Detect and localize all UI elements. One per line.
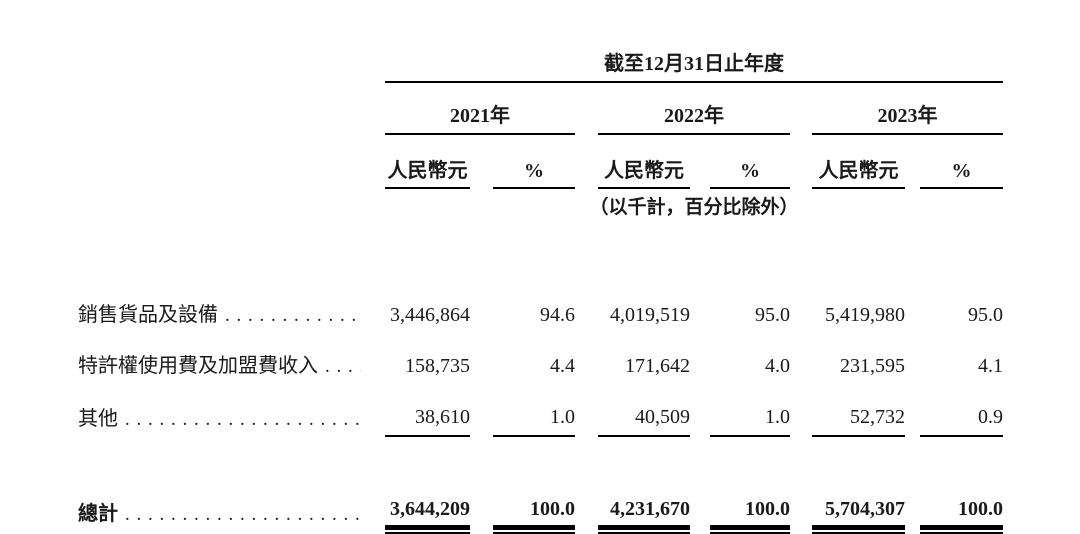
table-row-sales-of-goods: 銷售貨品及設備 3,446,864 94.6 4,019,519 95.0 5,… <box>78 282 1003 333</box>
column-gap <box>690 282 710 333</box>
period-header-row: 截至12月31日止年度 <box>78 40 1004 83</box>
column-gap <box>790 282 812 333</box>
column-gap <box>575 282 598 333</box>
column-gap <box>575 333 598 384</box>
value-2022-pct: 1.0 <box>710 384 790 437</box>
value-2021-pct: 1.0 <box>493 384 575 437</box>
value-2023-rmb: 231,595 <box>840 355 905 377</box>
row-label-cell: 其他 <box>78 384 385 437</box>
total-row: 總計 3,644,209 100.0 4,231,670 100.0 5,704… <box>78 479 1004 534</box>
total-2021-pct: 100.0 <box>493 479 575 534</box>
column-gap <box>690 135 710 189</box>
spacer-cell <box>78 83 385 135</box>
row-label: 特許權使用費及加盟費收入 <box>78 355 318 377</box>
document-page: 截至12月31日止年度 2021年 2022年 2023年 人民幣元 % 人民幣… <box>0 0 1080 488</box>
spacer-cell <box>78 437 1003 479</box>
dot-leader <box>225 305 361 325</box>
total-2023-pct: 100.0 <box>920 479 1004 534</box>
value-2023-pct: 4.1 <box>978 355 1004 377</box>
column-gap <box>790 83 812 135</box>
table-row-royalty-franchise-fees: 特許權使用費及加盟費收入 158,735 4.4 171,642 4.0 231… <box>78 333 1003 384</box>
spacer-cell <box>78 40 385 83</box>
value-2021-pct: 94.6 <box>540 304 575 326</box>
value-2023-rmb: 5,419,980 <box>825 304 905 326</box>
table-row-others: 其他 38,610 1.0 40,509 1.0 52,732 0.9 <box>78 384 1004 437</box>
total-2022-pct: 100.0 <box>710 479 790 534</box>
dot-leader <box>325 356 361 376</box>
revenue-breakdown-table: 截至12月31日止年度 2021年 2022年 2023年 人民幣元 % 人民幣… <box>78 40 1004 534</box>
year-header-2021: 2021年 <box>385 83 575 135</box>
column-gap <box>905 384 920 437</box>
total-label: 總計 <box>78 503 118 525</box>
value-2022-pct: 95.0 <box>755 304 790 326</box>
column-gap <box>470 479 493 530</box>
col-header-percent-2022: % <box>710 135 790 189</box>
value-2021-rmb: 158,735 <box>405 355 470 377</box>
unit-note: （以千計，百分比除外） <box>589 197 799 218</box>
row-label: 銷售貨品及設備 <box>78 304 218 326</box>
column-gap <box>575 135 598 189</box>
spacer-cell <box>78 238 1003 282</box>
spacer-row <box>78 437 1003 479</box>
dot-leader <box>125 504 361 524</box>
spacer-row <box>78 238 1003 282</box>
column-gap <box>905 479 920 530</box>
year-header-2022: 2022年 <box>598 83 790 135</box>
year-header-row: 2021年 2022年 2023年 <box>78 83 1004 135</box>
value-2021-rmb: 3,446,864 <box>390 304 470 326</box>
value-2022-rmb: 171,642 <box>625 355 690 377</box>
spacer-cell <box>78 135 385 189</box>
unit-note-cell: （以千計，百分比除外） <box>590 189 799 238</box>
total-2021-rmb: 3,644,209 <box>385 479 470 534</box>
unit-note-row: （以千計，百分比除外） <box>78 189 1003 238</box>
col-header-percent-2023: % <box>920 135 1004 189</box>
year-header-2023: 2023年 <box>812 83 1004 135</box>
value-2022-pct: 4.0 <box>765 355 790 377</box>
column-gap <box>790 384 812 437</box>
col-header-currency-2022: 人民幣元 <box>598 135 690 189</box>
value-2022-rmb: 4,019,519 <box>610 304 690 326</box>
column-gap <box>790 333 812 384</box>
total-2022-rmb: 4,231,670 <box>598 479 690 534</box>
col-header-percent-2021: % <box>493 135 575 189</box>
value-2021-pct: 4.4 <box>550 355 575 377</box>
column-gap <box>575 479 598 530</box>
column-gap <box>470 384 493 437</box>
column-gap <box>690 479 710 530</box>
total-2023-rmb: 5,704,307 <box>812 479 905 534</box>
column-gap <box>575 384 598 437</box>
column-gap <box>790 479 812 530</box>
value-2021-rmb: 38,610 <box>385 384 470 437</box>
column-gap <box>905 282 920 333</box>
column-gap <box>470 333 493 384</box>
column-gap <box>470 135 493 189</box>
column-gap <box>905 135 920 189</box>
column-gap <box>575 83 598 135</box>
value-2023-rmb: 52,732 <box>812 384 905 437</box>
col-header-currency-2021: 人民幣元 <box>385 135 470 189</box>
value-2023-pct: 0.9 <box>920 384 1004 437</box>
spacer-cell <box>790 189 1003 238</box>
subheader-row: 人民幣元 % 人民幣元 % 人民幣元 % <box>78 135 1004 189</box>
row-label-cell: 總計 <box>78 479 385 530</box>
column-gap <box>905 333 920 384</box>
row-label-cell: 特許權使用費及加盟費收入 <box>78 333 385 384</box>
period-header: 截至12月31日止年度 <box>385 40 1004 83</box>
row-label: 其他 <box>78 408 118 430</box>
value-2023-pct: 95.0 <box>968 304 1004 326</box>
row-label-cell: 銷售貨品及設備 <box>78 282 385 333</box>
column-gap <box>690 333 710 384</box>
col-header-currency-2023: 人民幣元 <box>812 135 905 189</box>
value-2022-rmb: 40,509 <box>598 384 690 437</box>
column-gap <box>470 282 493 333</box>
spacer-cell <box>78 189 598 238</box>
column-gap <box>790 135 812 189</box>
column-gap <box>690 384 710 437</box>
dot-leader <box>125 409 361 429</box>
